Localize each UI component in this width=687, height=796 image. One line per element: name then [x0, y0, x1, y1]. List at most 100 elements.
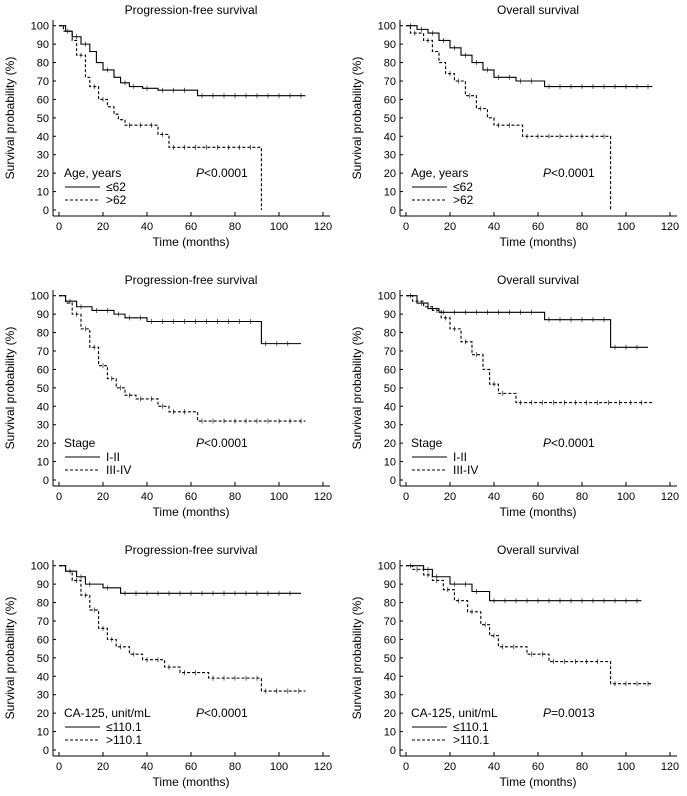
legend-title: Age, years	[411, 166, 468, 180]
y-tick-label: 50	[384, 653, 396, 665]
km-panel-6: Overall survival 0 10 20 30 40 50 60 70 80 90 100 0 2…	[350, 543, 679, 789]
p-symbol: P	[196, 166, 204, 180]
x-tick-label: 40	[141, 761, 153, 773]
y-tick-label: 10	[37, 727, 49, 739]
legend-title: Stage	[64, 436, 96, 450]
survival-curve-dashed	[59, 295, 306, 422]
y-tick-label: 0	[390, 745, 396, 757]
x-tick-label: 80	[229, 221, 241, 233]
p-value-number: <0.0001	[204, 436, 248, 450]
x-tick-label: 80	[576, 491, 588, 503]
p-symbol: P	[543, 436, 551, 450]
y-tick-label: 80	[384, 598, 396, 610]
y-axis-label: Survival probability (%)	[3, 597, 17, 720]
x-tick-label: 60	[532, 761, 544, 773]
y-tick-label: 20	[37, 438, 49, 450]
x-tick-label: 80	[576, 761, 588, 773]
x-axis-label: Time (months)	[153, 775, 230, 789]
y-tick-label: 30	[37, 150, 49, 162]
x-tick-label: 40	[141, 491, 153, 503]
x-tick-label: 0	[403, 221, 409, 233]
x-tick-label: 120	[661, 221, 679, 233]
legend-label: ≤62	[106, 180, 126, 194]
y-tick-label: 60	[384, 94, 396, 106]
survival-curve-solid	[59, 25, 306, 97]
p-value-number: <0.0001	[551, 436, 595, 450]
y-tick-label: 20	[384, 438, 396, 450]
legend-title: CA-125, unit/mL	[64, 706, 151, 720]
y-tick-label: 90	[384, 579, 396, 591]
x-tick-label: 0	[56, 491, 62, 503]
p-value: P=0.0013	[543, 706, 595, 720]
x-tick-label: 100	[270, 491, 288, 503]
x-axis-label: Time (months)	[500, 775, 577, 789]
y-tick-label: 50	[384, 113, 396, 125]
y-tick-label: 0	[43, 745, 49, 757]
y-tick-label: 50	[37, 383, 49, 395]
legend-label: >62	[453, 193, 474, 207]
x-tick-label: 80	[576, 221, 588, 233]
km-panel-3: Progression-free survival 0 10 20 30 40 50 60 70…	[3, 273, 332, 519]
x-tick-label: 60	[532, 491, 544, 503]
y-axis-label: Survival probability (%)	[350, 57, 364, 180]
y-tick-label: 90	[37, 579, 49, 591]
x-axis-label: Time (months)	[500, 235, 577, 249]
x-tick-label: 120	[314, 761, 332, 773]
panel-title: Progression-free survival	[125, 273, 258, 287]
x-tick-label: 60	[185, 761, 197, 773]
y-tick-label: 10	[384, 457, 396, 469]
survival-curve-dashed	[406, 565, 653, 685]
y-tick-label: 80	[384, 328, 396, 340]
p-value: P<0.0001	[196, 436, 248, 450]
y-tick-label: 100	[378, 21, 396, 33]
survival-curve-solid	[59, 565, 301, 594]
x-tick-label: 100	[617, 761, 635, 773]
y-tick-label: 100	[378, 561, 396, 573]
legend-label: III-IV	[453, 463, 478, 477]
p-value: P<0.0001	[196, 166, 248, 180]
y-tick-label: 70	[384, 616, 396, 628]
p-value: P<0.0001	[543, 166, 595, 180]
y-tick-label: 10	[37, 187, 49, 199]
x-tick-label: 40	[488, 221, 500, 233]
y-tick-label: 90	[384, 309, 396, 321]
x-tick-label: 80	[229, 491, 241, 503]
y-tick-label: 30	[384, 690, 396, 702]
survival-curve-solid	[406, 565, 642, 602]
y-axis-label: Survival probability (%)	[350, 597, 364, 720]
p-value-number: <0.0001	[551, 166, 595, 180]
p-value-number: <0.0001	[204, 706, 248, 720]
y-tick-label: 60	[384, 634, 396, 646]
y-tick-label: 40	[37, 131, 49, 143]
panel-title: Overall survival	[497, 3, 579, 17]
y-tick-label: 100	[31, 291, 49, 303]
y-tick-label: 60	[37, 364, 49, 376]
x-tick-label: 40	[488, 491, 500, 503]
x-tick-label: 100	[617, 221, 635, 233]
x-tick-label: 20	[444, 761, 456, 773]
legend-label: >110.1	[106, 733, 142, 747]
x-tick-label: 20	[97, 221, 109, 233]
x-axis-label: Time (months)	[153, 235, 230, 249]
y-tick-label: 60	[37, 94, 49, 106]
y-tick-label: 90	[384, 39, 396, 51]
y-axis-label: Survival probability (%)	[3, 327, 17, 450]
y-tick-label: 30	[37, 690, 49, 702]
y-tick-label: 0	[43, 205, 49, 217]
x-tick-label: 0	[56, 761, 62, 773]
x-tick-label: 0	[403, 491, 409, 503]
y-tick-label: 70	[37, 616, 49, 628]
x-tick-label: 120	[314, 491, 332, 503]
x-tick-label: 40	[141, 221, 153, 233]
y-tick-label: 40	[384, 401, 396, 413]
y-tick-label: 20	[37, 168, 49, 180]
y-tick-label: 30	[384, 420, 396, 432]
p-value-number: <0.0001	[204, 166, 248, 180]
legend-label: ≤110.1	[453, 720, 489, 734]
y-axis-label: Survival probability (%)	[3, 57, 17, 180]
y-tick-label: 10	[384, 727, 396, 739]
y-tick-label: 40	[37, 401, 49, 413]
y-tick-label: 80	[37, 58, 49, 70]
x-tick-label: 120	[661, 761, 679, 773]
y-tick-label: 80	[37, 328, 49, 340]
